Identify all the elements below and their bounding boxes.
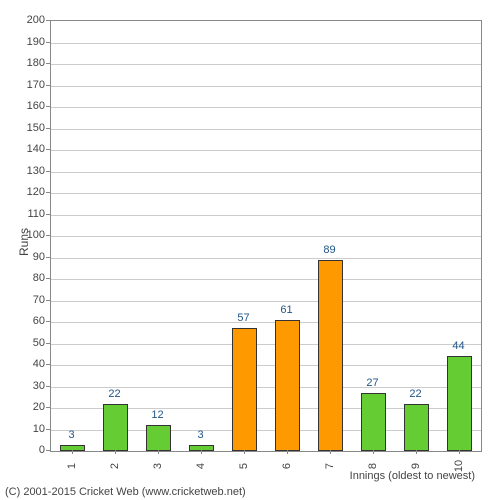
xtick-label: 8 — [367, 456, 379, 476]
copyright-text: (C) 2001-2015 Cricket Web (www.cricketwe… — [5, 486, 246, 498]
bar-value-label: 27 — [366, 377, 378, 389]
gridline — [51, 64, 481, 65]
bar-value-label: 22 — [108, 388, 120, 400]
ytick-mark — [46, 235, 50, 236]
bar — [318, 260, 344, 451]
ytick-label: 60 — [33, 315, 45, 327]
bar — [146, 425, 172, 451]
xtick-mark — [115, 450, 116, 454]
ytick-mark — [46, 192, 50, 193]
gridline — [51, 129, 481, 130]
ytick-mark — [46, 171, 50, 172]
ytick-mark — [46, 343, 50, 344]
bar — [232, 328, 258, 451]
ytick-mark — [46, 20, 50, 21]
xtick-mark — [459, 450, 460, 454]
ytick-mark — [46, 300, 50, 301]
xtick-label: 5 — [238, 456, 250, 476]
ytick-mark — [46, 42, 50, 43]
gridline — [51, 193, 481, 194]
gridline — [51, 86, 481, 87]
ytick-label: 180 — [27, 57, 45, 69]
ytick-label: 30 — [33, 380, 45, 392]
ytick-mark — [46, 429, 50, 430]
ytick-label: 120 — [27, 186, 45, 198]
bar — [447, 356, 473, 451]
xtick-mark — [72, 450, 73, 454]
gridline — [51, 365, 481, 366]
bar-value-label: 89 — [323, 244, 335, 256]
ytick-label: 10 — [33, 423, 45, 435]
ytick-label: 50 — [33, 337, 45, 349]
bar-value-label: 61 — [280, 304, 292, 316]
gridline — [51, 236, 481, 237]
gridline — [51, 215, 481, 216]
gridline — [51, 301, 481, 302]
bar-value-label: 44 — [452, 340, 464, 352]
bar-value-label: 22 — [409, 388, 421, 400]
ytick-mark — [46, 386, 50, 387]
xtick-label: 7 — [324, 456, 336, 476]
xtick-label: 9 — [410, 456, 422, 476]
gridline — [51, 322, 481, 323]
ytick-label: 130 — [27, 165, 45, 177]
ytick-label: 70 — [33, 294, 45, 306]
bar-value-label: 3 — [197, 429, 203, 441]
ytick-label: 90 — [33, 251, 45, 263]
gridline — [51, 150, 481, 151]
bar — [275, 320, 301, 451]
ytick-label: 80 — [33, 272, 45, 284]
xtick-mark — [287, 450, 288, 454]
xtick-mark — [416, 450, 417, 454]
xtick-label: 3 — [152, 456, 164, 476]
xtick-mark — [244, 450, 245, 454]
ytick-mark — [46, 257, 50, 258]
xtick-mark — [330, 450, 331, 454]
ytick-mark — [46, 214, 50, 215]
ytick-mark — [46, 106, 50, 107]
gridline — [51, 172, 481, 173]
ytick-label: 190 — [27, 36, 45, 48]
ytick-label: 200 — [27, 14, 45, 26]
bar-value-label: 57 — [237, 312, 249, 324]
xtick-mark — [373, 450, 374, 454]
gridline — [51, 344, 481, 345]
ytick-mark — [46, 407, 50, 408]
ytick-label: 160 — [27, 100, 45, 112]
ytick-mark — [46, 321, 50, 322]
ytick-mark — [46, 85, 50, 86]
ytick-label: 110 — [27, 208, 45, 220]
ytick-label: 0 — [39, 444, 45, 456]
gridline — [51, 279, 481, 280]
bar — [103, 404, 129, 451]
bar — [404, 404, 430, 451]
bar-value-label: 3 — [68, 429, 74, 441]
xtick-mark — [201, 450, 202, 454]
ytick-label: 40 — [33, 358, 45, 370]
ytick-label: 20 — [33, 401, 45, 413]
gridline — [51, 107, 481, 108]
ytick-label: 100 — [27, 229, 45, 241]
ytick-label: 150 — [27, 122, 45, 134]
xtick-label: 6 — [281, 456, 293, 476]
ytick-mark — [46, 278, 50, 279]
xtick-label: 1 — [66, 456, 78, 476]
ytick-label: 170 — [27, 79, 45, 91]
xtick-label: 4 — [195, 456, 207, 476]
gridline — [51, 43, 481, 44]
ytick-mark — [46, 128, 50, 129]
ytick-label: 140 — [27, 143, 45, 155]
ytick-mark — [46, 149, 50, 150]
xtick-label: 10 — [453, 456, 465, 476]
chart-container: Runs Innings (oldest to newest) (C) 2001… — [0, 0, 500, 500]
ytick-mark — [46, 450, 50, 451]
bar-value-label: 12 — [151, 409, 163, 421]
ytick-mark — [46, 63, 50, 64]
bar — [361, 393, 387, 451]
xtick-label: 2 — [109, 456, 121, 476]
xtick-mark — [158, 450, 159, 454]
gridline — [51, 258, 481, 259]
ytick-mark — [46, 364, 50, 365]
